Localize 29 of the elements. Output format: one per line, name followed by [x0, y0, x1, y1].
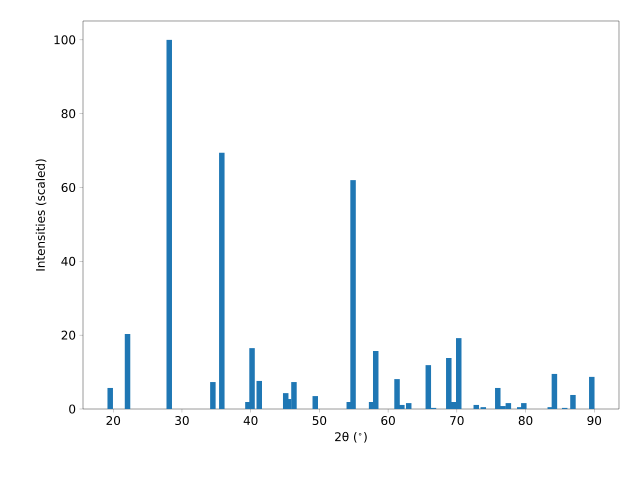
y-tick-label: 100 — [54, 35, 76, 44]
bar — [589, 376, 595, 409]
bar — [350, 180, 356, 409]
x-tick-label: 70 — [450, 416, 464, 426]
bar — [219, 152, 225, 409]
bar — [552, 374, 558, 409]
bar — [521, 403, 527, 409]
bar — [210, 382, 216, 409]
x-axis-title: 2θ ($^{∘}$) — [335, 432, 367, 443]
bar — [107, 388, 113, 409]
y-tick-label: 0 — [69, 404, 76, 414]
bar — [166, 40, 172, 409]
x-tick-label: 40 — [244, 416, 258, 426]
y-tick-label: 80 — [62, 109, 76, 118]
y-tick-label: 20 — [62, 330, 76, 340]
x-tick-label: 20 — [106, 416, 120, 426]
bar — [312, 396, 318, 409]
x-tick-label: 80 — [518, 416, 532, 426]
y-tick-label: 40 — [61, 256, 76, 266]
bar — [124, 334, 130, 409]
x-tick-label: 60 — [381, 416, 395, 426]
bar — [570, 394, 576, 409]
bar — [446, 358, 452, 409]
bar — [372, 351, 378, 409]
x-tick-label: 30 — [175, 416, 189, 426]
y-tick-label: 60 — [62, 182, 76, 192]
y-axis-title: Intensities (scaled) — [36, 159, 46, 271]
x-tick-label: 50 — [312, 416, 326, 426]
x-tick-label: 90 — [587, 416, 602, 426]
